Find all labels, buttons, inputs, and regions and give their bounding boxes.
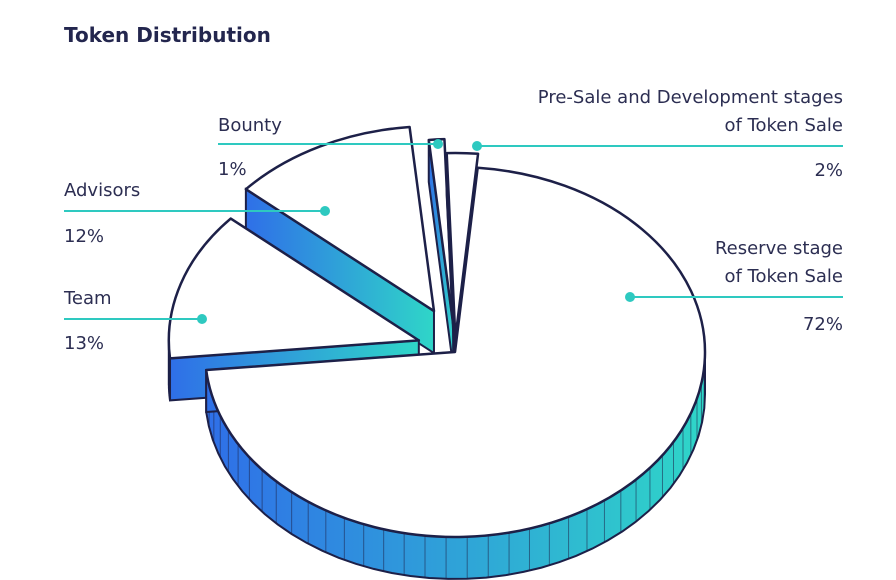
leader-lines (64, 139, 843, 324)
slice-label-presale: Pre-Sale and Development stages (538, 87, 843, 108)
slice-value-reserve: 72% (803, 314, 843, 335)
leader-dot-bounty (433, 139, 443, 149)
slice-value-team: 13% (64, 333, 104, 354)
slice-value-bounty: 1% (218, 159, 247, 180)
chart-title: Token Distribution (64, 23, 271, 47)
slice-value-presale: 2% (814, 160, 843, 181)
pie-slices (167, 125, 707, 580)
pie-top-presale (445, 151, 480, 340)
slice-label-reserve-line2: of Token Sale (724, 266, 843, 287)
pie-slice-advisors (244, 125, 436, 355)
slice-label-advisors: Advisors (64, 180, 140, 201)
leader-dot-team (197, 314, 207, 324)
leader-dot-presale (472, 141, 482, 151)
leader-dot-advisors (320, 206, 330, 216)
pie-top-advisors (244, 125, 436, 313)
pie-top-reserve (204, 166, 707, 539)
slice-label-reserve: Reserve stage (715, 238, 843, 259)
slice-label-team: Team (63, 288, 112, 309)
slice-label-bounty: Bounty (218, 115, 282, 136)
slice-label-presale-line2: of Token Sale (724, 115, 843, 136)
slice-value-advisors: 12% (64, 226, 104, 247)
pie-slice-bounty (427, 137, 455, 367)
pie-top-team (167, 217, 421, 360)
pie-slice-presale (445, 151, 480, 381)
leader-dot-reserve (625, 292, 635, 302)
pie-slice-reserve (204, 166, 707, 580)
